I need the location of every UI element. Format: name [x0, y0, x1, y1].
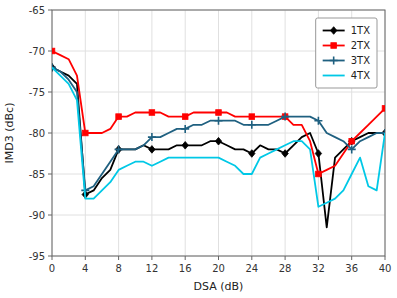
- tick-mark: [48, 10, 52, 11]
- point-marker: [282, 150, 288, 158]
- point-marker: [148, 133, 156, 141]
- legend-marker: [330, 27, 336, 35]
- point-marker: [349, 137, 355, 145]
- tick-label: -75: [29, 87, 45, 98]
- tick-mark: [385, 256, 386, 260]
- legend-label: 3TX: [351, 55, 370, 66]
- grid-line: [52, 92, 385, 93]
- point-marker: [281, 113, 289, 121]
- tick-label: 20: [212, 263, 225, 274]
- legend: 1TX 2TX 3TX 4TX: [316, 18, 377, 88]
- legend-marker: [331, 43, 337, 49]
- tick-label: 8: [115, 263, 121, 274]
- point-marker: [316, 171, 322, 177]
- tick-label: 36: [345, 263, 358, 274]
- point-marker: [315, 150, 321, 158]
- point-marker: [349, 138, 355, 144]
- point-marker: [215, 137, 221, 145]
- tick-mark: [48, 215, 52, 216]
- point-marker: [149, 146, 155, 154]
- point-marker: [348, 145, 356, 153]
- tick-mark: [185, 256, 186, 260]
- point-marker: [149, 110, 155, 116]
- grid-line: [52, 215, 385, 216]
- point-marker: [249, 114, 255, 120]
- plot-area: [52, 10, 385, 256]
- legend-box: [316, 18, 377, 88]
- legend-label: 4TX: [351, 70, 370, 81]
- tick-mark: [218, 256, 219, 260]
- tick-label: 4: [82, 263, 88, 274]
- tick-label: -95: [29, 251, 45, 262]
- tick-mark: [285, 256, 286, 260]
- tick-mark: [351, 256, 352, 260]
- tick-mark: [48, 92, 52, 93]
- tick-label: -80: [29, 128, 45, 139]
- x-axis-label: DSA (dB): [194, 280, 244, 293]
- legend-marker: [330, 57, 338, 65]
- chart: 0 4 8 12 16 20 24 28 32 36 40 -95 -90 -85 -80 -75 -70 -65…: [0, 0, 397, 298]
- legend-label: 2TX: [351, 40, 370, 51]
- tick-mark: [85, 256, 86, 260]
- tick-mark: [48, 256, 52, 257]
- point-marker: [115, 145, 123, 153]
- point-marker: [116, 114, 122, 120]
- tick-label: -65: [29, 5, 45, 16]
- point-marker: [182, 142, 188, 150]
- point-marker: [248, 121, 256, 129]
- tick-label: 28: [279, 263, 292, 274]
- tick-mark: [151, 256, 152, 260]
- point-marker: [182, 114, 188, 120]
- tick-mark: [118, 256, 119, 260]
- plot-frame: [52, 10, 385, 256]
- grid: [52, 10, 385, 256]
- series-line: [52, 67, 385, 227]
- point-marker: [181, 125, 189, 133]
- tick-label: 40: [379, 263, 392, 274]
- legend-swatch: [323, 75, 345, 77]
- tick-label: -90: [29, 210, 45, 221]
- tick-label: 0: [49, 263, 55, 274]
- point-marker: [249, 150, 255, 158]
- axes: 0 4 8 12 16 20 24 28 32 36 40 -95 -90 -85 -80 -75 -70 -65: [29, 5, 392, 275]
- legend-label: 1TX: [351, 25, 370, 36]
- data: [52, 48, 385, 227]
- point-marker: [382, 106, 385, 112]
- tick-label: -70: [29, 46, 45, 57]
- tick-mark: [318, 256, 319, 260]
- point-marker: [314, 117, 322, 125]
- tick-mark: [48, 51, 52, 52]
- point-marker: [216, 110, 222, 116]
- point-marker: [52, 48, 55, 54]
- tick-label: 32: [312, 263, 325, 274]
- point-marker: [215, 117, 223, 125]
- tick-mark: [251, 256, 252, 260]
- point-marker: [83, 130, 89, 136]
- tick-label: 16: [179, 263, 192, 274]
- tick-label: 24: [245, 263, 258, 274]
- tick-label: 12: [146, 263, 159, 274]
- tick-label: -85: [29, 169, 45, 180]
- tick-mark: [48, 133, 52, 134]
- tick-mark: [48, 174, 52, 175]
- y-axis-label: IMD3 (dBc): [3, 103, 16, 164]
- tick-mark: [52, 256, 53, 260]
